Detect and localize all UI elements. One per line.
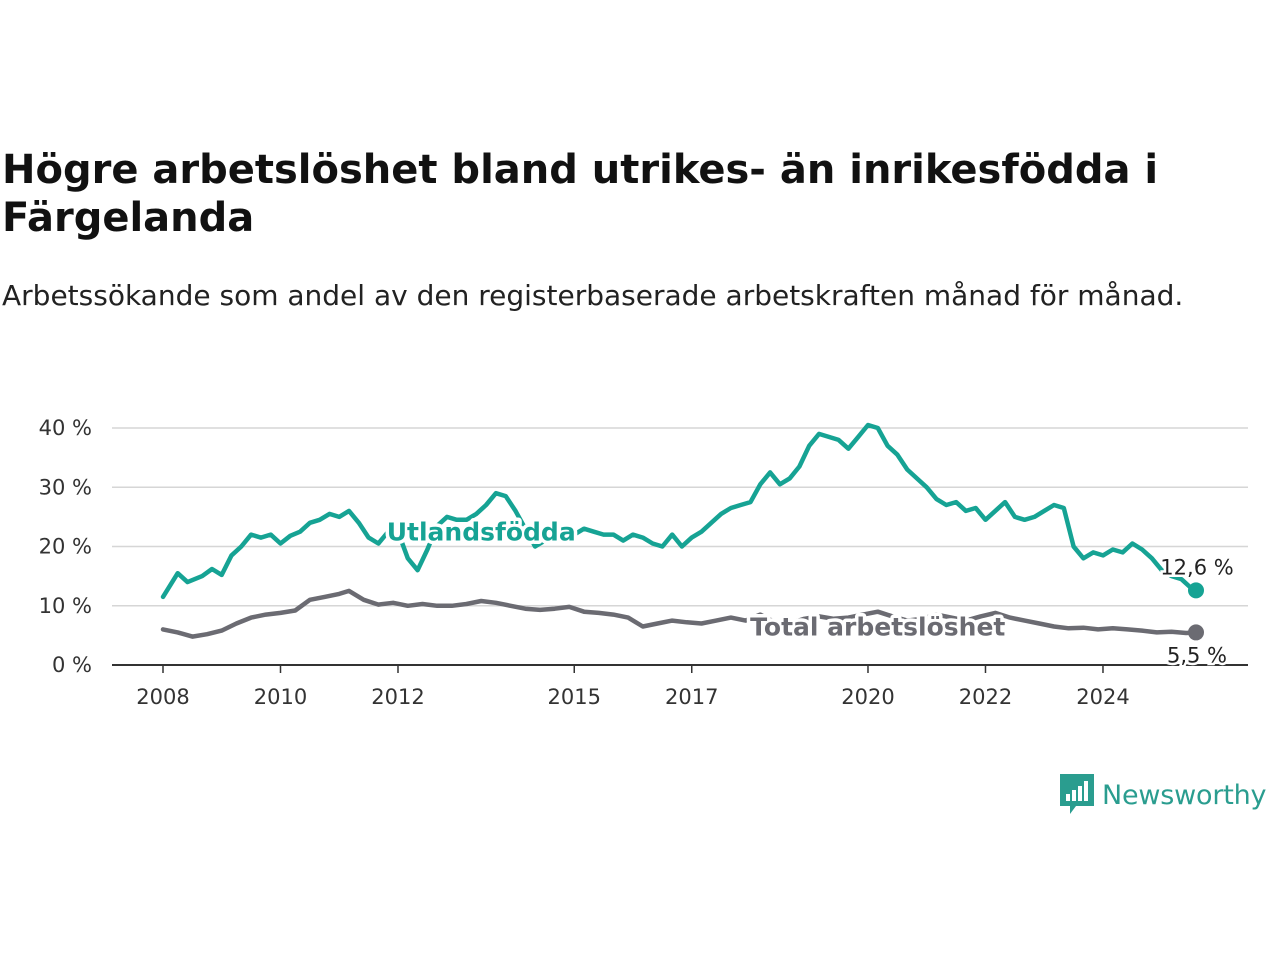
series-name-label: Total arbetslöshet — [750, 612, 1005, 641]
x-tick-label: 2012 — [371, 685, 424, 709]
y-tick-label: 20 % — [39, 535, 92, 559]
y-tick-label: 0 % — [52, 653, 92, 677]
x-tick-label: 2020 — [841, 685, 894, 709]
chart-subtitle: Arbetssökande som andel av den registerb… — [2, 279, 1184, 312]
series-line-utlandsfodda — [160, 422, 1199, 600]
series-line-total — [160, 588, 1199, 639]
line-chart: 0 % 10 % 20 % 30 % 40 % 2008 2010 2012 2015 2017 2… — [0, 380, 1280, 740]
series-name-label: Utlandsfödda — [387, 518, 576, 547]
series-endpoint — [1188, 582, 1204, 599]
x-tick-label: 2010 — [254, 685, 307, 709]
y-tick-label: 30 % — [39, 475, 92, 499]
series-end-value-label: 5,5 % — [1167, 643, 1227, 667]
series-endpoint — [1188, 624, 1204, 641]
chart-title: Högre arbetslöshet bland utrikes- än inr… — [2, 147, 1159, 241]
series-end-value-label: 12,6 % — [1160, 555, 1233, 579]
brand-name: Newsworthy — [1102, 779, 1267, 811]
newsworthy-logo: Newsworthy — [1058, 772, 1267, 818]
chart-svg: 0 % 10 % 20 % 30 % 40 % 2008 2010 2012 2015 2017 2… — [39, 416, 1248, 709]
x-tick-label: 2017 — [665, 685, 718, 709]
y-tick-label: 10 % — [39, 594, 92, 618]
x-tick-label: 2008 — [136, 685, 189, 709]
x-tick-label: 2022 — [959, 685, 1012, 709]
x-tick-label: 2015 — [548, 685, 601, 709]
y-tick-label: 40 % — [39, 416, 92, 440]
x-tick-label: 2024 — [1076, 685, 1129, 709]
newsworthy-chart-icon — [1060, 774, 1094, 814]
